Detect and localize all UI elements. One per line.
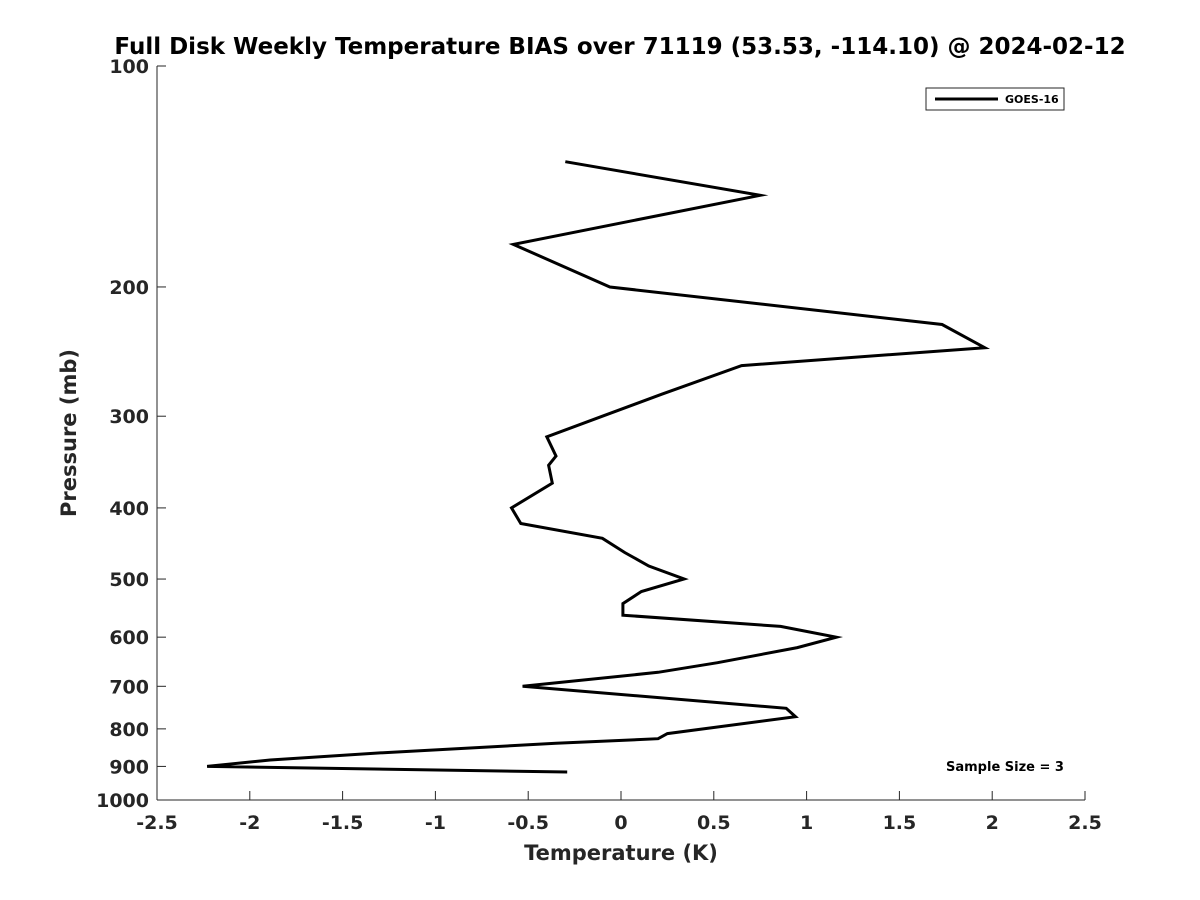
x-tick-label: 0.5 xyxy=(697,812,731,834)
y-tick-label: 400 xyxy=(109,498,149,520)
y-tick-label: 200 xyxy=(109,277,149,299)
legend-entry-label: GOES-16 xyxy=(1005,93,1059,106)
x-tick-label: -1 xyxy=(425,812,446,834)
x-tick-label: 2.5 xyxy=(1068,812,1102,834)
y-tick-label: 900 xyxy=(109,756,149,778)
x-tick-label: 0 xyxy=(614,812,627,834)
series-line xyxy=(206,160,991,774)
series-layer xyxy=(206,160,991,774)
y-tick-label: 1000 xyxy=(96,790,149,812)
x-tick-label: -0.5 xyxy=(507,812,549,834)
x-axis-label: Temperature (K) xyxy=(524,841,718,865)
y-tick-label: 100 xyxy=(109,56,149,78)
y-tick-label: 600 xyxy=(109,627,149,649)
x-tick-label: -2 xyxy=(239,812,260,834)
legend: GOES-16 xyxy=(925,87,1065,111)
chart-title: Full Disk Weekly Temperature BIAS over 7… xyxy=(114,34,1125,60)
y-tick-label: 700 xyxy=(109,676,149,698)
y-ticks: 100 200 300 400 500 600 700 800 900 1000 xyxy=(96,56,166,812)
y-axis-label: Pressure (mb) xyxy=(57,349,81,517)
y-tick-label: 500 xyxy=(109,569,149,591)
x-tick-label: 1.5 xyxy=(883,812,917,834)
y-tick-label: 300 xyxy=(109,406,149,428)
x-tick-label: -2.5 xyxy=(136,812,178,834)
x-tick-label: 2 xyxy=(986,812,999,834)
y-tick-label: 800 xyxy=(109,719,149,741)
x-ticks: -2.5 -2 -1.5 -1 -0.5 0 0.5 1 1.5 2 2.5 xyxy=(136,791,1102,834)
plot-area: -2.5 -2 -1.5 -1 -0.5 0 0.5 1 1.5 2 2.5 100 200 300 40… xyxy=(96,56,1102,834)
x-tick-label: 1 xyxy=(800,812,813,834)
x-tick-label: -1.5 xyxy=(322,812,364,834)
sample-size-annotation: Sample Size = 3 xyxy=(946,760,1064,775)
